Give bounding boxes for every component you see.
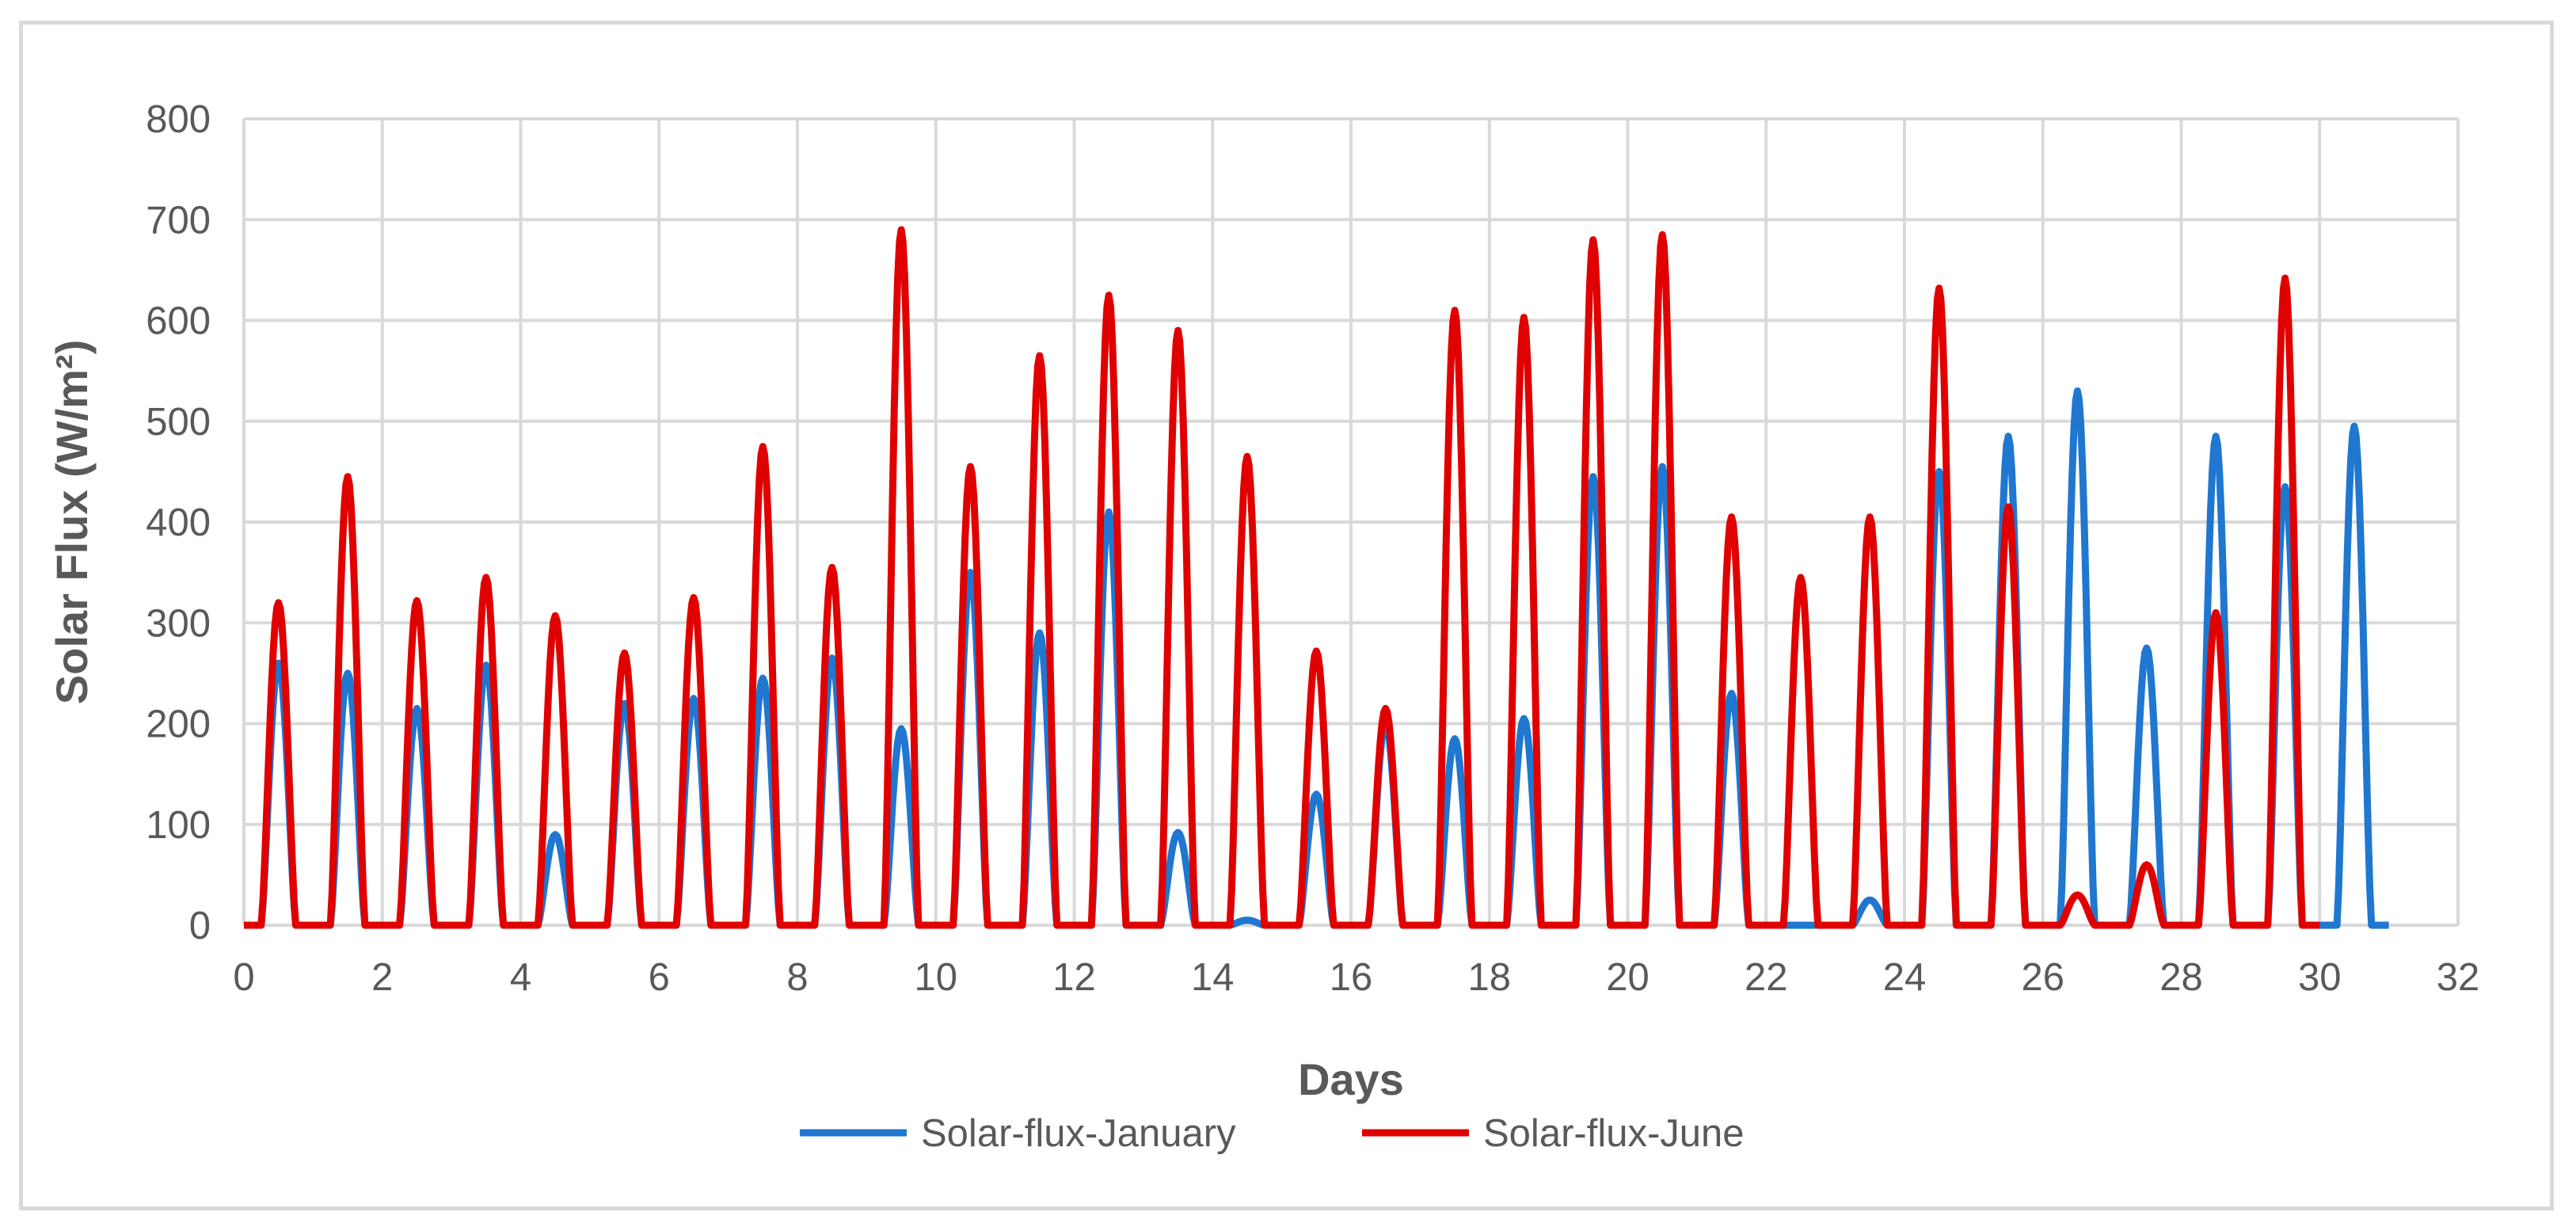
y-tick-label: 800: [146, 98, 211, 141]
x-tick-label: 16: [1330, 956, 1373, 999]
gridlines: [242, 117, 2460, 927]
x-tick-label: 24: [1883, 956, 1927, 999]
x-tick-label: 14: [1191, 956, 1235, 999]
y-tick-label: 600: [146, 300, 211, 343]
y-tick-label: 200: [146, 703, 211, 746]
x-axis-title: Days: [1298, 1054, 1404, 1104]
y-tick-label: 300: [146, 602, 211, 645]
x-tick-label: 20: [1606, 956, 1649, 999]
x-tick-label: 8: [786, 956, 808, 999]
x-tick-label: 18: [1467, 956, 1511, 999]
legend-label: Solar-flux-June: [1483, 1112, 1745, 1155]
x-tick-label: 6: [649, 956, 670, 999]
x-tick-label: 2: [371, 956, 393, 999]
y-tick-label: 500: [146, 401, 211, 444]
y-tick-label: 100: [146, 804, 211, 847]
x-tick-label: 10: [914, 956, 957, 999]
x-tick-label: 4: [510, 956, 531, 999]
legend-label: Solar-flux-January: [921, 1112, 1236, 1155]
x-tick-label: 12: [1052, 956, 1096, 999]
y-axis-title: Solar Flux (W/m²): [47, 340, 97, 704]
x-tick-label: 32: [2437, 956, 2480, 999]
y-tick-label: 400: [146, 501, 211, 544]
x-tick-label: 30: [2298, 956, 2342, 999]
x-tick-label: 22: [1745, 956, 1788, 999]
y-tick-label: 700: [146, 199, 211, 242]
x-tick-label: 0: [233, 956, 254, 999]
series-lines: [242, 226, 2391, 929]
y-tick-label: 0: [189, 905, 211, 947]
x-tick-label: 26: [2021, 956, 2064, 999]
legend: Solar-flux-January Solar-flux-June: [800, 1112, 1745, 1155]
series-line-june: [242, 226, 2322, 929]
x-tick-label: 28: [2159, 956, 2203, 999]
